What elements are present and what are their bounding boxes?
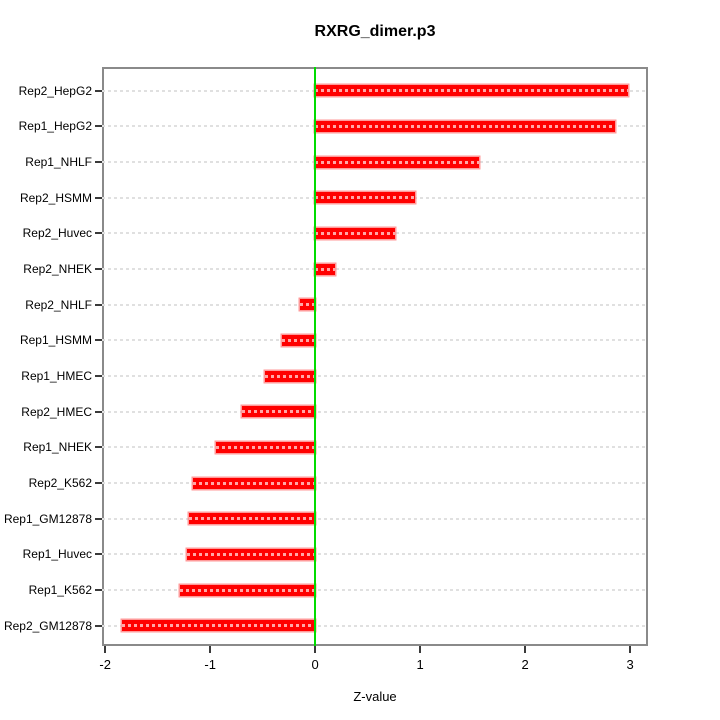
y-tick-label: Rep2_NHLF xyxy=(25,297,92,312)
x-tick-label: -1 xyxy=(204,657,216,672)
x-tick-label: 0 xyxy=(311,657,319,672)
gridline xyxy=(102,589,648,592)
x-axis-tick xyxy=(314,646,317,653)
y-tick-label: Rep2_HMEC xyxy=(21,404,92,419)
y-axis-tick xyxy=(95,446,102,449)
gridline xyxy=(102,303,648,306)
gridline xyxy=(102,268,648,271)
x-tick-label: -2 xyxy=(99,657,111,672)
bar xyxy=(179,584,316,596)
y-tick-label: Rep1_NHLF xyxy=(25,155,92,170)
zero-line xyxy=(314,67,317,646)
x-tick-label: 3 xyxy=(626,657,634,672)
bar-hatch xyxy=(187,552,316,556)
chart-title: RXRG_dimer.p3 xyxy=(314,23,436,40)
y-axis-tick xyxy=(95,375,102,378)
bar xyxy=(216,441,316,453)
y-tick-label: Rep2_GM12878 xyxy=(3,618,92,633)
gridline xyxy=(102,624,648,627)
y-tick-label: Rep1_HMEC xyxy=(21,369,92,384)
plot-area xyxy=(102,67,648,646)
y-tick-label: Rep1_Huvec xyxy=(22,547,92,562)
y-axis-tick xyxy=(95,89,102,92)
y-axis-tick xyxy=(95,589,102,592)
bar-hatch xyxy=(315,267,336,271)
gridline xyxy=(102,482,648,485)
y-tick-label: Rep2_K562 xyxy=(28,476,92,491)
bar-hatch xyxy=(193,481,316,485)
bar xyxy=(315,192,415,204)
y-axis-tick xyxy=(95,232,102,235)
gridline xyxy=(102,517,648,520)
y-axis-tick xyxy=(95,517,102,520)
y-tick-label: Rep2_NHEK xyxy=(23,262,92,277)
bar xyxy=(315,120,616,132)
x-tick-label: 1 xyxy=(416,657,424,672)
y-tick-label: Rep1_NHEK xyxy=(23,440,92,455)
bar-hatch xyxy=(179,588,316,592)
bar-hatch xyxy=(315,196,415,200)
x-axis-tick xyxy=(629,646,632,653)
bar-hatch xyxy=(315,124,616,128)
gridline xyxy=(102,553,648,556)
bar-hatch xyxy=(121,624,316,628)
bar xyxy=(315,263,336,275)
bar xyxy=(187,548,316,560)
bar xyxy=(300,299,316,311)
y-tick-label: Rep1_HepG2 xyxy=(18,119,92,134)
bar xyxy=(264,370,316,382)
y-tick-label: Rep2_Huvec xyxy=(22,226,92,241)
bar-hatch xyxy=(264,374,316,378)
bar xyxy=(281,334,316,346)
y-axis-tick xyxy=(95,482,102,485)
y-axis-tick xyxy=(95,624,102,627)
bar-hatch xyxy=(315,89,629,93)
bar-hatch xyxy=(189,517,316,521)
y-axis-tick xyxy=(95,553,102,556)
x-axis-tick xyxy=(209,646,212,653)
bar-hatch xyxy=(281,338,316,342)
bar xyxy=(241,406,316,418)
y-axis-tick xyxy=(95,196,102,199)
y-tick-label: Rep1_GM12878 xyxy=(3,511,92,526)
y-axis-tick xyxy=(95,125,102,128)
y-axis-tick xyxy=(95,410,102,413)
bar xyxy=(315,85,629,97)
y-axis-tick xyxy=(95,303,102,306)
bar xyxy=(315,156,479,168)
x-axis-tick xyxy=(104,646,107,653)
bar-hatch xyxy=(241,410,316,414)
gridline xyxy=(102,410,648,413)
y-tick-label: Rep1_K562 xyxy=(28,583,92,598)
x-axis-tick xyxy=(419,646,422,653)
y-axis-tick xyxy=(95,161,102,164)
bar-hatch xyxy=(315,231,395,235)
y-tick-label: Rep1_HSMM xyxy=(19,333,92,348)
y-axis-tick xyxy=(95,268,102,271)
bar-hatch xyxy=(315,160,479,164)
x-axis-title: Z-value xyxy=(353,689,397,704)
bar-hatch xyxy=(216,445,316,449)
x-tick-label: 2 xyxy=(521,657,529,672)
bar xyxy=(189,513,316,525)
gridline xyxy=(102,339,648,342)
x-axis-tick xyxy=(524,646,527,653)
bar xyxy=(121,620,316,632)
gridline xyxy=(102,446,648,449)
y-tick-label: Rep2_HepG2 xyxy=(18,83,92,98)
y-tick-label: Rep2_HSMM xyxy=(19,190,92,205)
bar xyxy=(315,227,395,239)
gridline xyxy=(102,375,648,378)
y-axis-tick xyxy=(95,339,102,342)
bar-hatch xyxy=(300,303,316,307)
bar xyxy=(193,477,316,489)
